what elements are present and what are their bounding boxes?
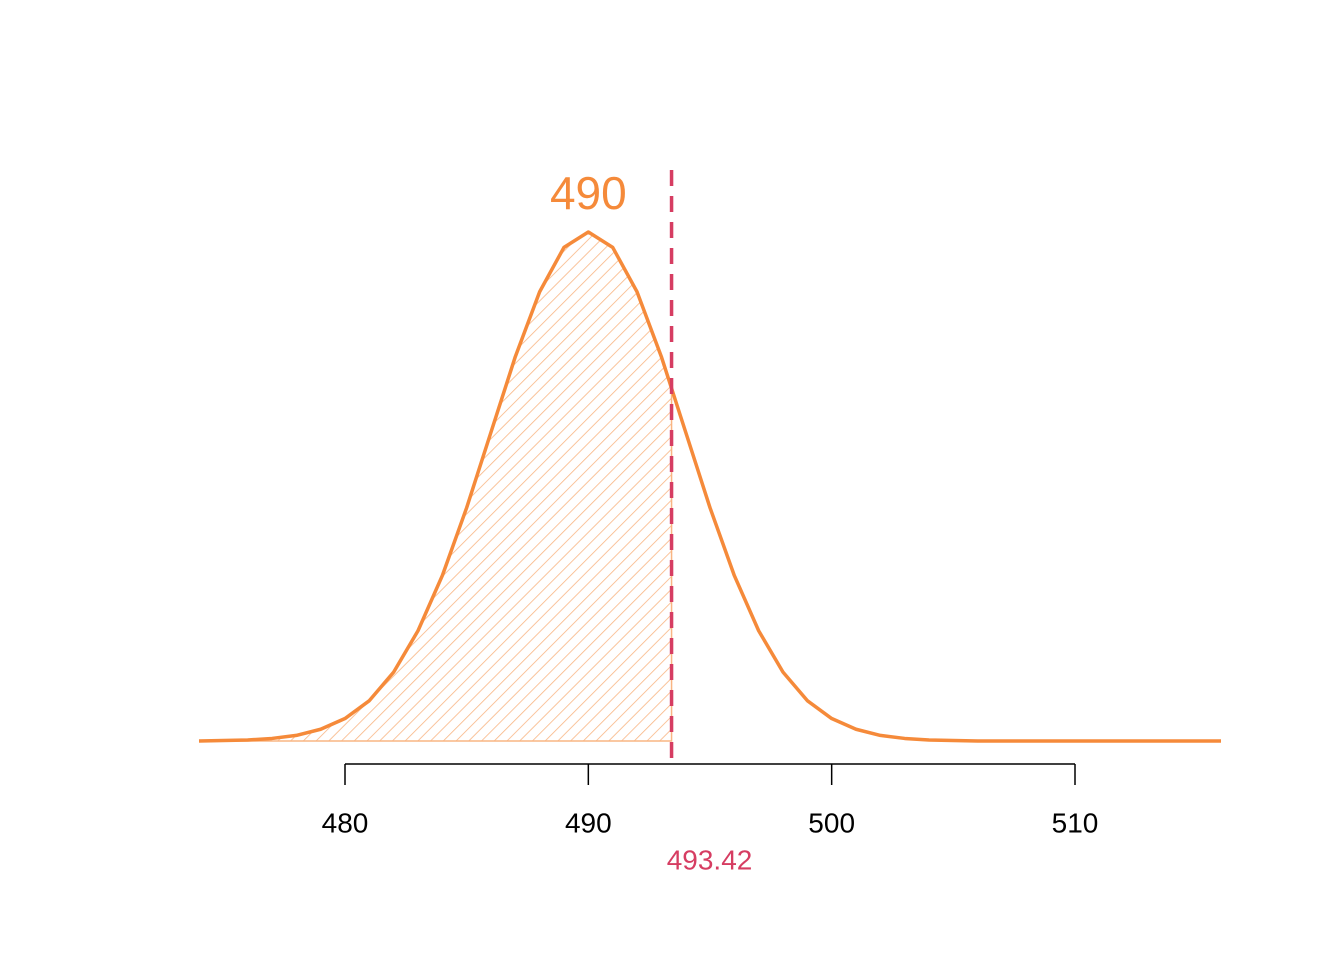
density-curve xyxy=(198,230,1221,743)
x-tick-label: 490 xyxy=(565,807,612,838)
shaded-area xyxy=(198,231,673,742)
x-tick-label: 480 xyxy=(322,807,369,838)
x-tick-label: 500 xyxy=(808,807,855,838)
peak-label: 490 xyxy=(550,167,627,219)
x-tick-label: 510 xyxy=(1052,807,1099,838)
reference-label: 493.42 xyxy=(667,844,753,875)
